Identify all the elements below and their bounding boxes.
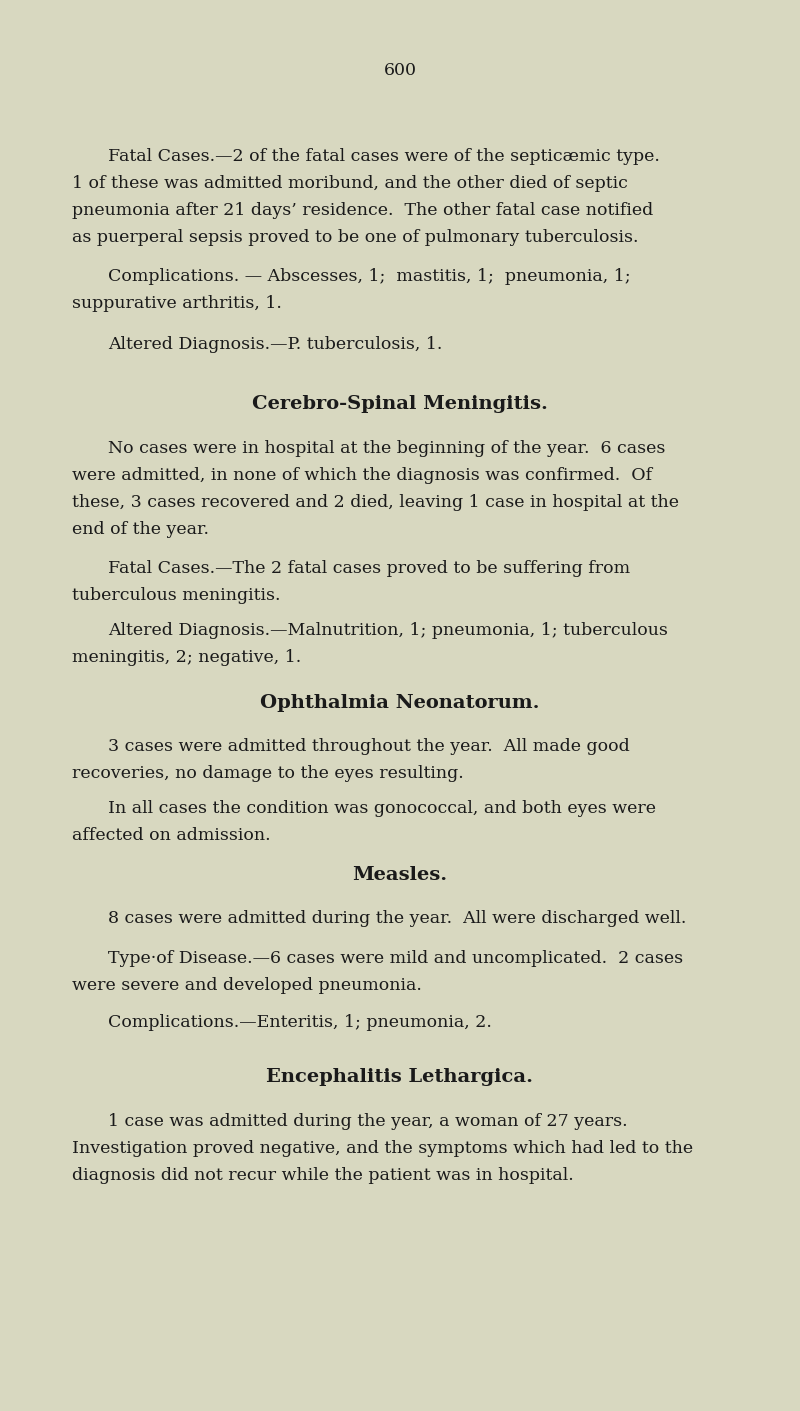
Text: 8 cases were admitted during the year.  All were discharged well.: 8 cases were admitted during the year. A… — [108, 910, 686, 927]
Text: pneumonia after 21 days’ residence.  The other fatal case notified: pneumonia after 21 days’ residence. The … — [72, 202, 654, 219]
Text: these, 3 cases recovered and 2 died, leaving 1 case in hospital at the: these, 3 cases recovered and 2 died, lea… — [72, 494, 679, 511]
Text: 600: 600 — [383, 62, 417, 79]
Text: were admitted, in none of which the diagnosis was confirmed.  Of: were admitted, in none of which the diag… — [72, 467, 652, 484]
Text: Fatal Cases.—2 of the fatal cases were of the septicæmic type.: Fatal Cases.—2 of the fatal cases were o… — [108, 148, 660, 165]
Text: Altered Diagnosis.—Malnutrition, 1; pneumonia, 1; tuberculous: Altered Diagnosis.—Malnutrition, 1; pneu… — [108, 622, 668, 639]
Text: Complications.—Enteritis, 1; pneumonia, 2.: Complications.—Enteritis, 1; pneumonia, … — [108, 1015, 492, 1031]
Text: meningitis, 2; negative, 1.: meningitis, 2; negative, 1. — [72, 649, 302, 666]
Text: end of the year.: end of the year. — [72, 521, 209, 538]
Text: 1 case was admitted during the year, a woman of 27 years.: 1 case was admitted during the year, a w… — [108, 1113, 628, 1130]
Text: Encephalitis Lethargica.: Encephalitis Lethargica. — [266, 1068, 534, 1086]
Text: Altered Diagnosis.—P. tuberculosis, 1.: Altered Diagnosis.—P. tuberculosis, 1. — [108, 336, 442, 353]
Text: Investigation proved negative, and the symptoms which had led to the: Investigation proved negative, and the s… — [72, 1140, 693, 1157]
Text: Fatal Cases.—The 2 fatal cases proved to be suffering from: Fatal Cases.—The 2 fatal cases proved to… — [108, 560, 630, 577]
Text: Ophthalmia Neonatorum.: Ophthalmia Neonatorum. — [260, 694, 540, 713]
Text: affected on admission.: affected on admission. — [72, 827, 270, 844]
Text: Type·of Disease.—6 cases were mild and uncomplicated.  2 cases: Type·of Disease.—6 cases were mild and u… — [108, 950, 683, 967]
Text: 1 of these was admitted moribund, and the other died of septic: 1 of these was admitted moribund, and th… — [72, 175, 628, 192]
Text: In all cases the condition was gonococcal, and both eyes were: In all cases the condition was gonococca… — [108, 800, 656, 817]
Text: diagnosis did not recur while the patient was in hospital.: diagnosis did not recur while the patien… — [72, 1167, 574, 1184]
Text: tuberculous meningitis.: tuberculous meningitis. — [72, 587, 281, 604]
Text: recoveries, no damage to the eyes resulting.: recoveries, no damage to the eyes result… — [72, 765, 464, 782]
Text: No cases were in hospital at the beginning of the year.  6 cases: No cases were in hospital at the beginni… — [108, 440, 666, 457]
Text: as puerperal sepsis proved to be one of pulmonary tuberculosis.: as puerperal sepsis proved to be one of … — [72, 229, 638, 246]
Text: Complications. — Abscesses, 1;  mastitis, 1;  pneumonia, 1;: Complications. — Abscesses, 1; mastitis,… — [108, 268, 630, 285]
Text: were severe and developed pneumonia.: were severe and developed pneumonia. — [72, 976, 422, 993]
Text: 3 cases were admitted throughout the year.  All made good: 3 cases were admitted throughout the yea… — [108, 738, 630, 755]
Text: Measles.: Measles. — [353, 866, 447, 885]
Text: Cerebro-Spinal Meningitis.: Cerebro-Spinal Meningitis. — [252, 395, 548, 413]
Text: suppurative arthritis, 1.: suppurative arthritis, 1. — [72, 295, 282, 312]
